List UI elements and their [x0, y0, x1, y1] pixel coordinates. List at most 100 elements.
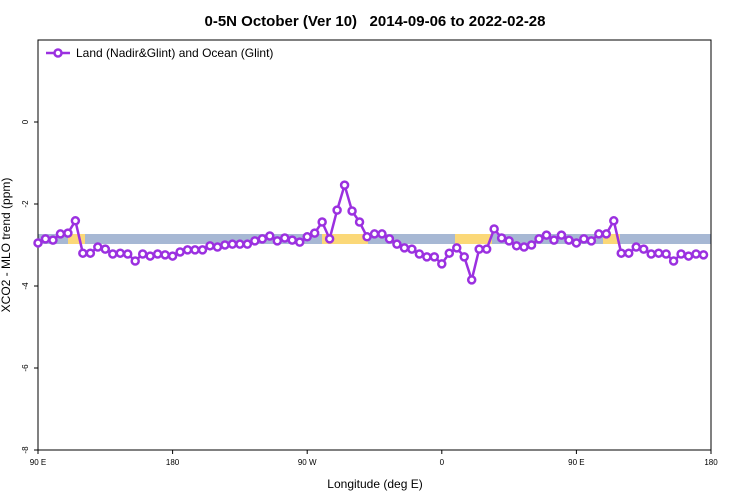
data-point [115, 248, 126, 258]
data-point [437, 259, 447, 269]
land-band [603, 234, 620, 244]
data-point [152, 249, 163, 259]
data-point [122, 249, 133, 259]
data-point [534, 234, 544, 244]
data-point [205, 241, 215, 251]
data-point [399, 243, 410, 253]
data-point [100, 244, 111, 254]
data-point [646, 249, 656, 259]
data-point [272, 236, 283, 246]
data-point [108, 249, 118, 259]
data-point [145, 251, 155, 261]
data-point [339, 180, 350, 190]
data-point [683, 251, 694, 261]
data-point [287, 235, 297, 245]
data-point [33, 238, 43, 248]
data-point [392, 239, 402, 249]
y-tick-label: -6 [21, 364, 30, 372]
data-point [661, 249, 671, 259]
plot-frame [37, 39, 712, 451]
data-point [481, 244, 492, 254]
data-point [556, 230, 567, 240]
data-point [220, 240, 230, 250]
data-point [586, 236, 597, 246]
data-point [369, 229, 380, 239]
data-point [526, 240, 537, 250]
data-point [571, 238, 582, 248]
data-point [631, 242, 641, 252]
x-tick-label: 90 W [298, 458, 317, 467]
data-point [137, 249, 148, 259]
y-tick-label: -2 [21, 200, 30, 208]
data-point [466, 275, 477, 285]
data-point [422, 252, 432, 262]
data-point [190, 245, 200, 255]
data-point [227, 239, 238, 249]
data-point [309, 228, 320, 238]
data-point [78, 248, 88, 258]
data-point [549, 235, 559, 245]
data-point [609, 216, 619, 226]
data-point [444, 248, 455, 258]
legend-label: Land (Nadir&Glint) and Ocean (Glint) [76, 46, 273, 60]
data-point [668, 256, 679, 266]
data-point [616, 248, 627, 258]
data-point [257, 234, 268, 244]
data-point [130, 256, 140, 266]
y-tick-label: 0 [21, 119, 30, 124]
data-point [332, 205, 342, 215]
data-point [280, 233, 290, 243]
data-point [197, 245, 208, 255]
y-tick-label: -8 [21, 446, 30, 454]
data-point [653, 248, 664, 258]
data-point [175, 247, 185, 257]
surface-band [38, 234, 711, 244]
data-point [377, 229, 387, 239]
data-point [594, 229, 604, 239]
y-tick-label: -4 [21, 282, 30, 290]
data-point [638, 244, 649, 254]
data-point [452, 243, 462, 253]
data-point [579, 234, 589, 244]
data-point [541, 230, 552, 240]
data-point [63, 228, 73, 238]
data-point [242, 239, 253, 249]
data-point [362, 232, 372, 242]
data-point [93, 242, 103, 252]
data-point [459, 252, 469, 262]
data-point [265, 231, 275, 241]
land-band [455, 234, 492, 244]
data-point [511, 241, 522, 251]
data-point [474, 244, 484, 254]
data-point [519, 242, 529, 252]
data-point [85, 248, 96, 258]
data-point [70, 216, 81, 226]
data-point [212, 242, 223, 252]
data-point [55, 229, 66, 239]
ocean-band [38, 234, 711, 244]
data-point [250, 236, 260, 246]
data-point [414, 249, 425, 259]
land-band [68, 234, 85, 244]
x-tick-label: 180 [704, 458, 718, 467]
data-point [182, 245, 193, 255]
x-tick-label: 90 E [568, 458, 584, 467]
data-point [407, 244, 417, 254]
data-point [384, 234, 395, 244]
x-tick-label: 0 [440, 458, 445, 467]
data-point [317, 217, 327, 227]
data-point [48, 235, 58, 245]
data-point [347, 206, 357, 216]
x-axis-label: Longitude (deg E) [327, 477, 422, 491]
x-tick-label: 90 E [30, 458, 46, 467]
data-point [489, 224, 499, 234]
data-point [160, 250, 170, 260]
x-tick-label: 180 [166, 458, 180, 467]
data-point [294, 237, 305, 247]
data-point [691, 249, 701, 259]
data-point [564, 235, 574, 245]
data-point [324, 234, 335, 244]
data-point [235, 239, 245, 249]
land-band [322, 234, 368, 244]
